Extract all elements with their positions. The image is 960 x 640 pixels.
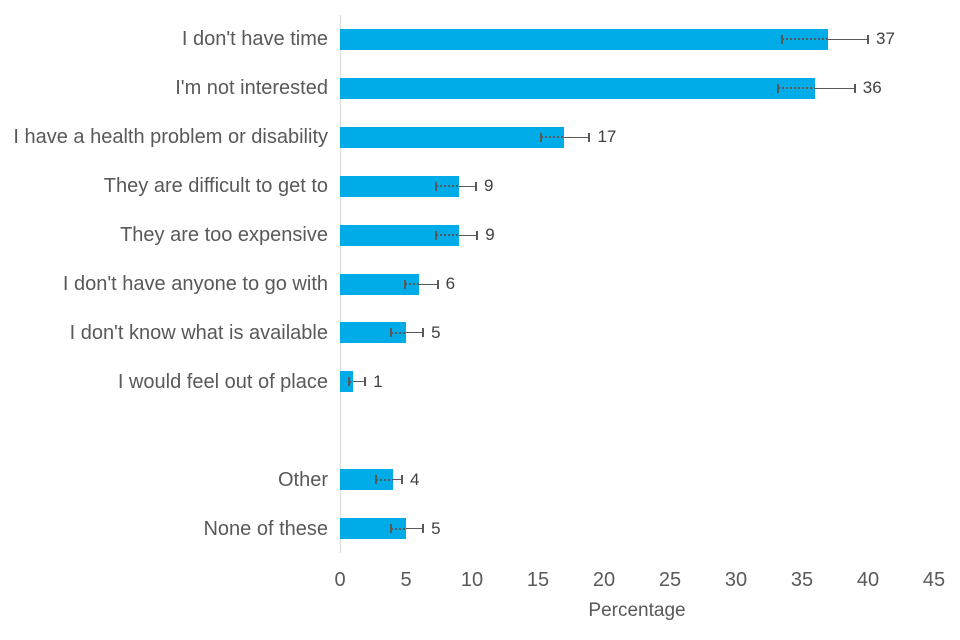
bar	[340, 371, 354, 393]
error-bar-inner-segment	[436, 185, 459, 188]
bar	[340, 322, 406, 344]
error-bar-low-cap	[435, 181, 438, 191]
x-tick-label: 10	[460, 569, 484, 591]
error-bar-inner-segment	[540, 136, 565, 139]
error-bar-high-cap	[401, 475, 404, 485]
error-bar-low-cap	[390, 524, 393, 534]
bar	[340, 28, 829, 50]
bar	[340, 175, 459, 197]
x-tick-label: 40	[856, 569, 880, 591]
value-label: 17	[597, 127, 617, 147]
x-tick-label: 35	[790, 569, 814, 591]
category-label: None of these	[203, 517, 328, 540]
error-bar-inner-segment	[782, 38, 829, 41]
category-label: I have a health problem or disability	[13, 126, 328, 149]
value-label: 5	[431, 322, 441, 342]
error-bar-outer-segment	[353, 381, 366, 383]
value-label: 9	[483, 176, 494, 196]
error-bar-outer-segment	[458, 234, 478, 236]
bar	[340, 469, 393, 491]
error-bar-high-cap	[588, 132, 591, 142]
error-bar-outer-segment	[392, 479, 403, 481]
error-bar-low-cap	[781, 34, 784, 44]
error-bar-outer-segment	[458, 185, 476, 187]
x-tick-label: 5	[400, 569, 412, 591]
error-bar-low-cap	[348, 377, 351, 387]
error-bar-low-cap	[435, 230, 438, 240]
category-label: Other	[277, 468, 328, 491]
category-label: They are difficult to get to	[103, 175, 328, 198]
error-bar-low-cap	[777, 83, 780, 93]
value-label: 4	[410, 469, 420, 489]
value-label: 9	[485, 225, 495, 245]
value-label: 1	[373, 371, 383, 391]
bar	[340, 518, 406, 540]
category-label: I'm not interested	[175, 77, 328, 100]
error-bar-low-cap	[539, 132, 542, 142]
error-bar-inner-segment	[404, 283, 420, 285]
error-bar-inner-segment	[349, 380, 354, 383]
category-label: I don't have time	[181, 28, 328, 51]
error-bar-inner-segment	[436, 234, 459, 237]
bar	[340, 77, 816, 99]
error-bar-high-cap	[422, 328, 425, 338]
error-bar-outer-segment	[828, 38, 868, 40]
error-bar-high-cap	[436, 279, 439, 289]
error-bar-high-cap	[853, 83, 856, 93]
error-bar-low-cap	[374, 475, 377, 485]
category-label: I don't know what is available	[69, 321, 328, 344]
error-bar-high-cap	[364, 377, 367, 387]
category-label: I don't have anyone to go with	[62, 273, 328, 295]
category-label: They are too expensive	[120, 224, 328, 247]
value-label: 6	[445, 274, 456, 293]
error-bar-inner-segment	[391, 527, 406, 530]
error-bar-high-cap	[476, 230, 479, 240]
value-label: 5	[431, 518, 441, 538]
value-label: 36	[862, 78, 882, 98]
error-bar-outer-segment	[406, 332, 424, 334]
x-tick-label: 45	[922, 569, 946, 591]
bar	[340, 126, 565, 148]
x-tick-label: 0	[334, 569, 346, 591]
error-bar-inner-segment	[778, 87, 816, 90]
x-axis-title: Percentage	[588, 600, 686, 621]
error-bar-inner-segment	[375, 478, 393, 481]
x-tick-label: 25	[658, 569, 682, 591]
error-bar-outer-segment	[419, 283, 438, 285]
error-bar-outer-segment	[406, 528, 424, 530]
error-bar-outer-segment	[815, 87, 855, 89]
x-tick-label: 15	[526, 569, 550, 591]
error-bar-high-cap	[867, 34, 869, 44]
bar	[340, 224, 459, 246]
error-bar-high-cap	[474, 181, 477, 191]
bar	[340, 273, 420, 295]
error-bar-low-cap	[390, 328, 393, 338]
x-tick-label: 20	[592, 569, 616, 591]
category-label: I would feel out of place	[117, 370, 328, 393]
error-bar-high-cap	[422, 524, 425, 534]
x-tick-label: 30	[724, 569, 748, 591]
value-label: 37	[876, 29, 895, 49]
error-bar-inner-segment	[391, 331, 406, 334]
error-bar-outer-segment	[564, 136, 590, 138]
error-bar-low-cap	[403, 279, 406, 289]
